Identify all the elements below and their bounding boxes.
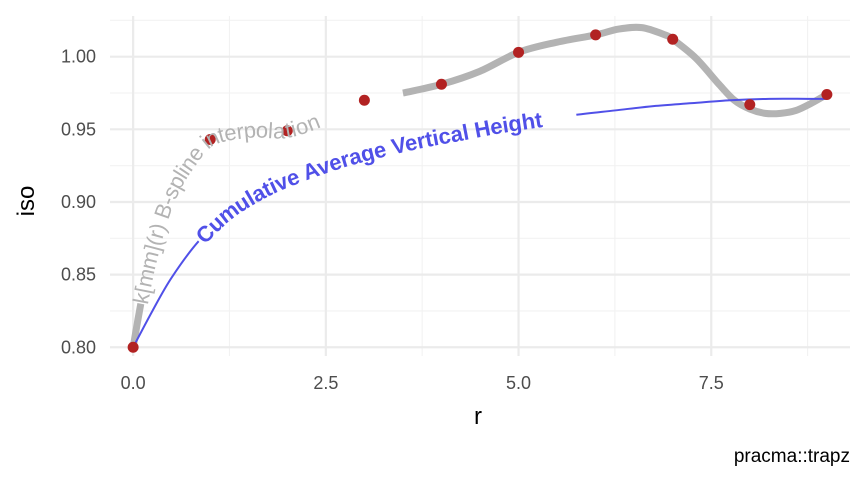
series-layer: [129, 23, 831, 351]
y-tick-label: 1.00: [61, 47, 96, 67]
x-axis-title: r: [474, 403, 482, 430]
data-point: [821, 88, 833, 100]
y-tick-label: 0.80: [61, 337, 96, 357]
series-cumulative-line: [132, 97, 828, 349]
data-point: [513, 46, 525, 58]
x-tick-label: 0.0: [121, 373, 146, 393]
x-tick-label: 5.0: [506, 373, 531, 393]
y-tick-label: 0.90: [61, 192, 96, 212]
data-point: [435, 78, 447, 90]
grid-major: [110, 16, 850, 356]
chart-caption: pracma::trapz: [734, 446, 850, 467]
points-layer: [127, 29, 833, 353]
y-tick-label: 0.85: [61, 265, 96, 285]
x-tick-label: 2.5: [313, 373, 338, 393]
data-point: [127, 341, 139, 353]
grid-minor: [110, 16, 850, 356]
y-tick-labels: 0.80 0.85 0.90 0.95 1.00: [61, 47, 96, 358]
x-tick-label: 7.5: [699, 373, 724, 393]
series-labels: k[mm](r) B-spline interpolationCumulativ…: [128, 107, 545, 306]
y-tick-label: 0.95: [61, 119, 96, 139]
series-bspline-line: [129, 23, 831, 351]
data-point: [744, 99, 756, 111]
data-point: [590, 29, 602, 41]
y-axis-title: iso: [13, 186, 40, 217]
data-point: [204, 134, 216, 146]
data-point: [667, 33, 679, 45]
x-tick-labels: 0.0 2.5 5.0 7.5: [121, 373, 724, 393]
data-point: [358, 94, 370, 106]
data-point: [281, 125, 293, 137]
